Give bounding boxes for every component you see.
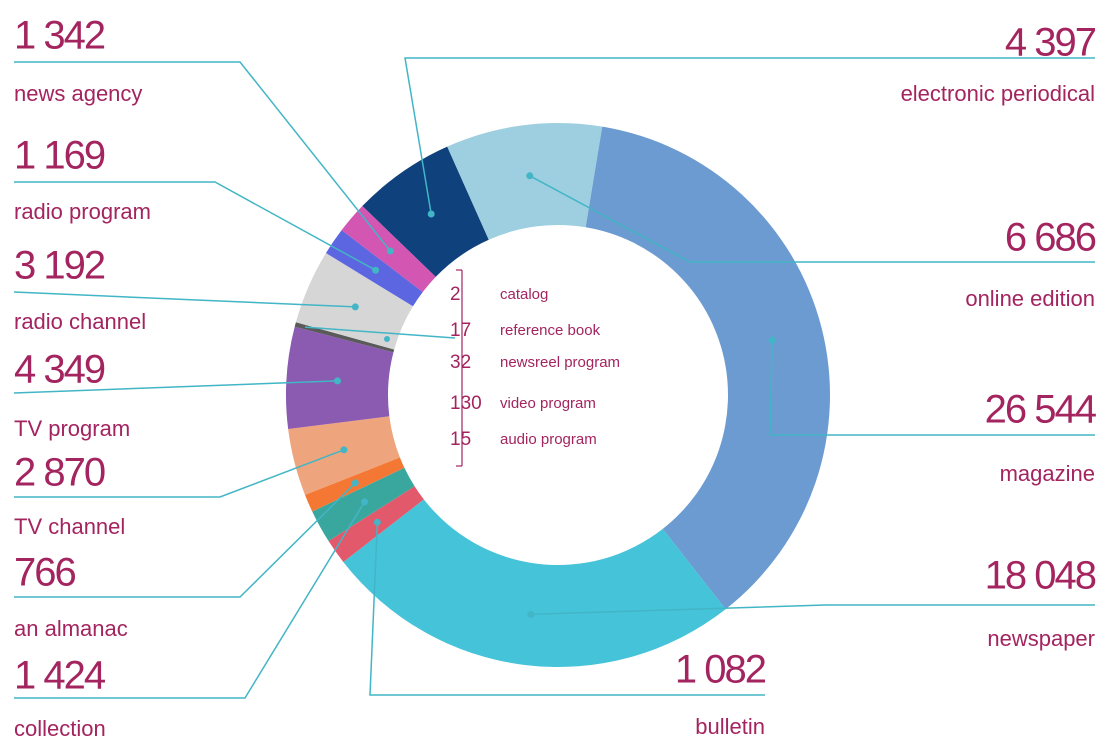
category-label: online edition xyxy=(965,286,1095,311)
inset-value: 17 xyxy=(450,320,471,341)
leader-dot xyxy=(428,211,435,218)
leader-dot xyxy=(340,446,347,453)
value-label: 766 xyxy=(14,551,75,595)
inset-value: 15 xyxy=(450,429,471,450)
leader-dot xyxy=(387,248,394,255)
value-label: 6 686 xyxy=(1005,216,1096,260)
category-label: newspaper xyxy=(987,626,1095,651)
donut-segment xyxy=(586,127,830,610)
inset-label: audio program xyxy=(500,431,597,448)
leader-dot xyxy=(334,377,341,384)
chart: news agency 1 342 radio program 1 169 radio … xyxy=(0,0,1103,742)
value-label: 1 342 xyxy=(14,14,105,58)
inset-value: 130 xyxy=(450,393,482,414)
leader-dot xyxy=(352,303,359,310)
leader-dot xyxy=(361,498,368,505)
leader-dot xyxy=(526,172,533,179)
value-label: 1 082 xyxy=(675,648,766,692)
leader-dot xyxy=(352,479,359,486)
category-label: magazine xyxy=(1000,461,1095,486)
inset-label: reference book xyxy=(500,322,601,339)
value-label: 3 192 xyxy=(14,244,105,288)
category-label: radio program xyxy=(14,199,151,224)
value-label: 1 424 xyxy=(14,654,106,698)
leader-dot xyxy=(372,267,379,274)
category-label: collection xyxy=(14,716,106,741)
inset-value: 32 xyxy=(450,352,471,373)
value-label: 18 048 xyxy=(985,554,1096,598)
inset-value: 2 xyxy=(450,284,461,305)
category-label: TV channel xyxy=(14,514,125,539)
value-label: 2 870 xyxy=(14,451,105,495)
value-label: 4 349 xyxy=(14,348,105,392)
inset-label: video program xyxy=(500,395,596,412)
leader-dot xyxy=(384,336,390,342)
leader-dot xyxy=(769,337,776,344)
inset-label: newsreel program xyxy=(500,354,620,371)
inset-label: catalog xyxy=(500,286,548,303)
value-label: 1 169 xyxy=(14,134,105,178)
category-label: bulletin xyxy=(695,714,765,739)
value-label: 26 544 xyxy=(985,388,1097,432)
category-label: TV program xyxy=(14,416,130,441)
category-label: news agency xyxy=(14,81,142,106)
leader-dot xyxy=(374,519,381,526)
category-label: an almanac xyxy=(14,616,128,641)
leader-dot xyxy=(527,611,534,618)
category-label: radio channel xyxy=(14,309,146,334)
category-label: electronic periodical xyxy=(901,81,1095,106)
